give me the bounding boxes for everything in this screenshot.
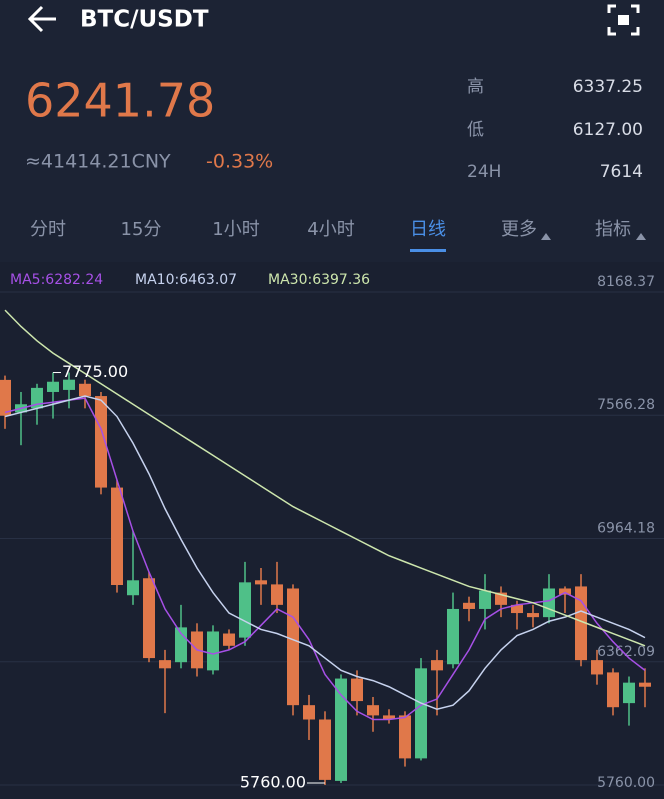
candle-body — [367, 705, 379, 716]
candle-body — [623, 682, 635, 704]
candlestick-chart: 5760.00 6362.09 6964.18 7566.28 8168.37 MA5:6… — [0, 272, 664, 792]
candle-body — [95, 396, 107, 488]
tab[interactable]: 4小时 — [307, 219, 354, 240]
candle-body — [239, 582, 251, 638]
candle-body — [223, 633, 235, 646]
chart-bg — [0, 262, 664, 799]
tab[interactable]: 15分 — [121, 219, 162, 240]
y-tick-label: 6964.18 — [597, 521, 655, 537]
stat-value: 6127.00 — [573, 120, 643, 140]
candle-body — [0, 379, 11, 416]
candle-body — [207, 631, 219, 671]
candle-body — [351, 678, 363, 702]
ma-line — [4, 395, 646, 711]
candle-body — [607, 672, 619, 708]
candle-body — [127, 580, 139, 596]
tab[interactable]: 1小时 — [212, 219, 259, 240]
tab-underline — [410, 249, 446, 252]
candle-body — [303, 705, 315, 720]
annotation: 5760.00 — [240, 773, 306, 792]
candle-body — [415, 668, 427, 759]
candle-body — [47, 381, 59, 392]
candle-body — [527, 613, 539, 618]
y-tick-label: 6362.09 — [597, 644, 655, 660]
stat-value: 7614 — [600, 162, 643, 182]
candle-body — [431, 660, 443, 671]
candle-body — [287, 588, 299, 706]
candle-body — [255, 580, 267, 585]
candle-body — [111, 487, 123, 586]
candle-body — [559, 588, 571, 595]
stat-label: 24H — [467, 162, 501, 182]
stat-value: 6337.25 — [573, 77, 643, 97]
candle-body — [543, 588, 555, 618]
ma-line — [4, 397, 646, 721]
candle-body — [383, 715, 395, 720]
tab-bar: 分时 15分 1小时 4小时 日线 更多 指标 — [30, 219, 631, 252]
candle-body — [63, 379, 75, 390]
candle-body — [79, 383, 91, 397]
candle-body — [143, 578, 155, 659]
stat-label: 高 — [467, 77, 484, 97]
candle-body — [319, 719, 331, 780]
candle-body — [511, 604, 523, 614]
tab[interactable]: 指标 — [595, 219, 631, 240]
ma-line — [4, 309, 646, 647]
candle-body — [335, 678, 347, 781]
dropdown-icon — [636, 233, 646, 240]
tab[interactable]: 分时 — [30, 219, 66, 240]
legend-entry: MA5:6282.24 — [10, 272, 103, 288]
candle-body — [399, 715, 411, 759]
candle-body — [447, 608, 459, 665]
price-cny: ≈41414.21CNY — [25, 151, 171, 173]
dropdown-icon — [541, 233, 551, 240]
tab[interactable]: 日线 — [410, 219, 446, 240]
candle-body — [639, 682, 651, 687]
candle-body — [591, 660, 603, 675]
candle-body — [479, 590, 491, 609]
y-tick-label: 8168.37 — [597, 274, 655, 290]
annotation: 7775.00 — [62, 362, 128, 381]
candle-body — [463, 602, 475, 609]
legend-entry: MA30:6397.36 — [268, 272, 370, 288]
back-button[interactable] — [27, 5, 56, 33]
price-change: -0.33% — [206, 151, 273, 173]
y-tick-label: 5760.00 — [597, 775, 655, 791]
scan-button[interactable] — [607, 4, 640, 36]
stat-label: 低 — [467, 120, 484, 140]
candle-body — [271, 584, 283, 605]
header-bg — [0, 0, 664, 262]
candle-body — [159, 660, 171, 669]
last-price: 6241.78 — [25, 74, 215, 128]
tab[interactable]: 更多 — [501, 219, 537, 240]
pair-title: BTC/USDT — [80, 7, 209, 33]
y-tick-label: 7566.28 — [597, 397, 655, 413]
legend-entry: MA10:6463.07 — [135, 272, 237, 288]
